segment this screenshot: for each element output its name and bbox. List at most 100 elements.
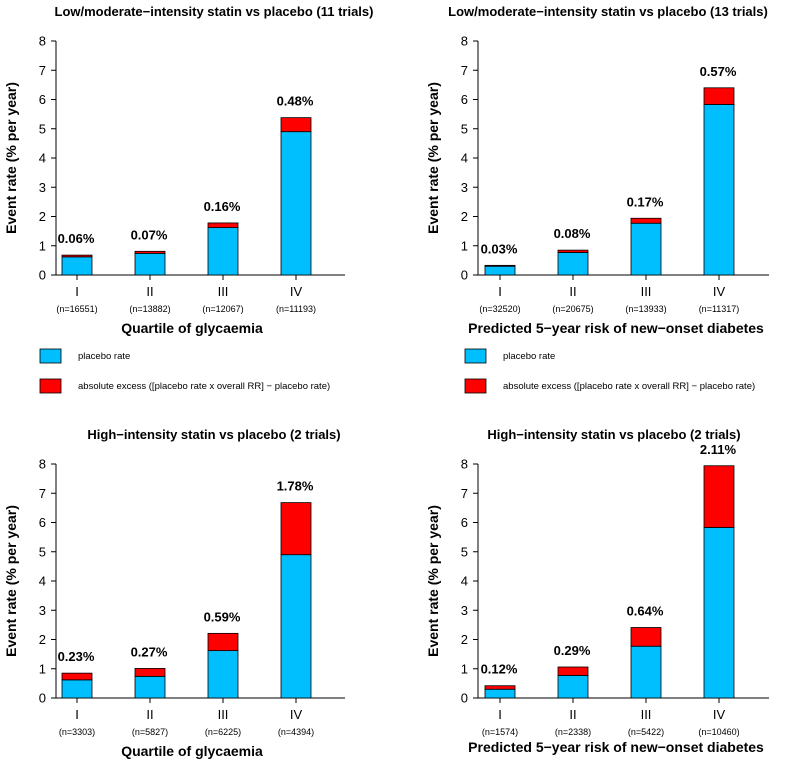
x-tick-n-label: (n=5827): [132, 727, 168, 737]
bar-data-label: 0.27%: [131, 644, 168, 659]
x-tick-n-label: (n=2338): [555, 727, 591, 737]
bar-placebo-rate: [557, 252, 589, 276]
bar-absolute-excess: [61, 254, 93, 258]
bar-data-label: 0.06%: [58, 231, 95, 246]
bar-absolute-excess: [703, 87, 735, 105]
bar-data-label: 0.03%: [481, 241, 518, 256]
bar-placebo-rate: [703, 527, 735, 699]
legend-2: placebo rate absolute excess ([placebo ra…: [464, 348, 755, 394]
y-tick-label: 4: [39, 574, 46, 589]
bar-absolute-excess: [134, 668, 166, 677]
bar-data-label: 0.23%: [58, 649, 95, 664]
bar-data-label: 0.57%: [700, 64, 737, 79]
y-tick-label: 2: [461, 209, 468, 224]
x-tick-n-label: (n=6225): [205, 727, 241, 737]
y-tick-label: 5: [39, 121, 46, 136]
y-tick-label: 3: [461, 180, 468, 195]
y-tick-label: 6: [39, 92, 46, 107]
y-tick-label: 7: [39, 63, 46, 78]
legend-swatch-excess: [464, 378, 487, 394]
x-axis-label: Quartile of glycaemia: [121, 320, 263, 336]
chart-title: Low/moderate−intensity statin vs placebo…: [55, 4, 374, 19]
y-axis-label: Event rate (% per year): [425, 82, 441, 234]
y-tick-label: 2: [39, 632, 46, 647]
y-tick-label: 3: [39, 180, 46, 195]
x-tick-n-label: (n=10460): [698, 727, 739, 737]
bar-placebo-rate: [280, 131, 312, 276]
x-tick-label: III: [218, 284, 229, 299]
legend-label-placebo: placebo rate: [503, 351, 555, 362]
x-tick-label: III: [218, 707, 229, 722]
y-tick-label: 8: [39, 457, 46, 472]
bar-placebo-rate: [630, 645, 662, 699]
bar-placebo-rate: [207, 227, 239, 276]
bar-absolute-excess: [557, 666, 589, 676]
bar-absolute-excess: [280, 502, 312, 556]
legend-label-excess: absolute excess ([placebo rate x overall…: [78, 381, 330, 392]
y-tick-label: 0: [39, 691, 46, 706]
x-tick-n-label: (n=5422): [628, 727, 664, 737]
bar-placebo-rate: [207, 650, 239, 699]
x-axis-label: Predicted 5−year risk of new−onset diabe…: [468, 320, 764, 336]
bar-data-label: 0.48%: [277, 94, 314, 109]
x-tick-label: IV: [290, 284, 303, 299]
y-tick-label: 2: [461, 632, 468, 647]
bar-data-label: 0.17%: [627, 194, 664, 209]
x-tick-n-label: (n=16551): [56, 304, 97, 314]
chart-panel-3: High−intensity statin vs placebo (2 tria…: [3, 427, 345, 759]
y-tick-label: 4: [461, 574, 468, 589]
bar-absolute-excess: [484, 685, 516, 690]
chart-title: High−intensity statin vs placebo (2 tria…: [87, 427, 340, 442]
bar-placebo-rate: [484, 688, 516, 699]
x-tick-n-label: (n=4394): [278, 727, 314, 737]
bar-placebo-rate: [630, 222, 662, 276]
x-tick-label: II: [146, 707, 153, 722]
x-tick-label: I: [75, 284, 79, 299]
y-tick-label: 4: [39, 151, 46, 166]
y-tick-label: 7: [461, 63, 468, 78]
y-tick-label: 3: [461, 603, 468, 618]
chart-panel-4: High−intensity statin vs placebo (2 tria…: [425, 427, 769, 755]
y-tick-label: 8: [461, 457, 468, 472]
y-tick-label: 6: [39, 515, 46, 530]
x-tick-label: I: [75, 707, 79, 722]
x-tick-n-label: (n=12067): [202, 304, 243, 314]
x-tick-n-label: (n=1574): [482, 727, 518, 737]
x-tick-n-label: (n=20675): [552, 304, 593, 314]
y-tick-label: 5: [461, 121, 468, 136]
bar-absolute-excess: [207, 222, 239, 229]
x-tick-n-label: (n=13933): [625, 304, 666, 314]
y-tick-label: 1: [461, 238, 468, 253]
legend-label-excess: absolute excess ([placebo rate x overall…: [503, 381, 755, 392]
bar-absolute-excess: [484, 264, 516, 267]
bar-data-label: 0.08%: [554, 226, 591, 241]
y-tick-label: 5: [461, 544, 468, 559]
chart-panel-2: Low/moderate−intensity statin vs placebo…: [425, 4, 769, 336]
y-tick-label: 7: [461, 486, 468, 501]
x-tick-label: III: [641, 284, 652, 299]
y-tick-label: 6: [461, 92, 468, 107]
bar-data-label: 0.12%: [481, 662, 518, 677]
x-tick-label: III: [641, 707, 652, 722]
x-tick-n-label: (n=32520): [479, 304, 520, 314]
bar-placebo-rate: [484, 265, 516, 276]
x-tick-label: II: [146, 284, 153, 299]
x-tick-label: I: [498, 284, 502, 299]
bar-absolute-excess: [630, 627, 662, 647]
bar-data-label: 0.29%: [554, 643, 591, 658]
bar-data-label: 0.07%: [131, 227, 168, 242]
bar-absolute-excess: [703, 465, 735, 528]
y-axis-label: Event rate (% per year): [3, 82, 19, 234]
y-tick-label: 2: [39, 209, 46, 224]
x-tick-label: II: [569, 707, 576, 722]
bar-absolute-excess: [61, 672, 93, 681]
y-tick-label: 6: [461, 515, 468, 530]
bar-data-label: 0.59%: [204, 609, 241, 624]
y-tick-label: 8: [461, 34, 468, 49]
bar-placebo-rate: [61, 256, 93, 276]
legend-1: placebo rate absolute excess ([placebo ra…: [39, 348, 330, 394]
bar-absolute-excess: [630, 217, 662, 224]
y-tick-label: 0: [39, 268, 46, 283]
bar-absolute-excess: [557, 249, 589, 253]
